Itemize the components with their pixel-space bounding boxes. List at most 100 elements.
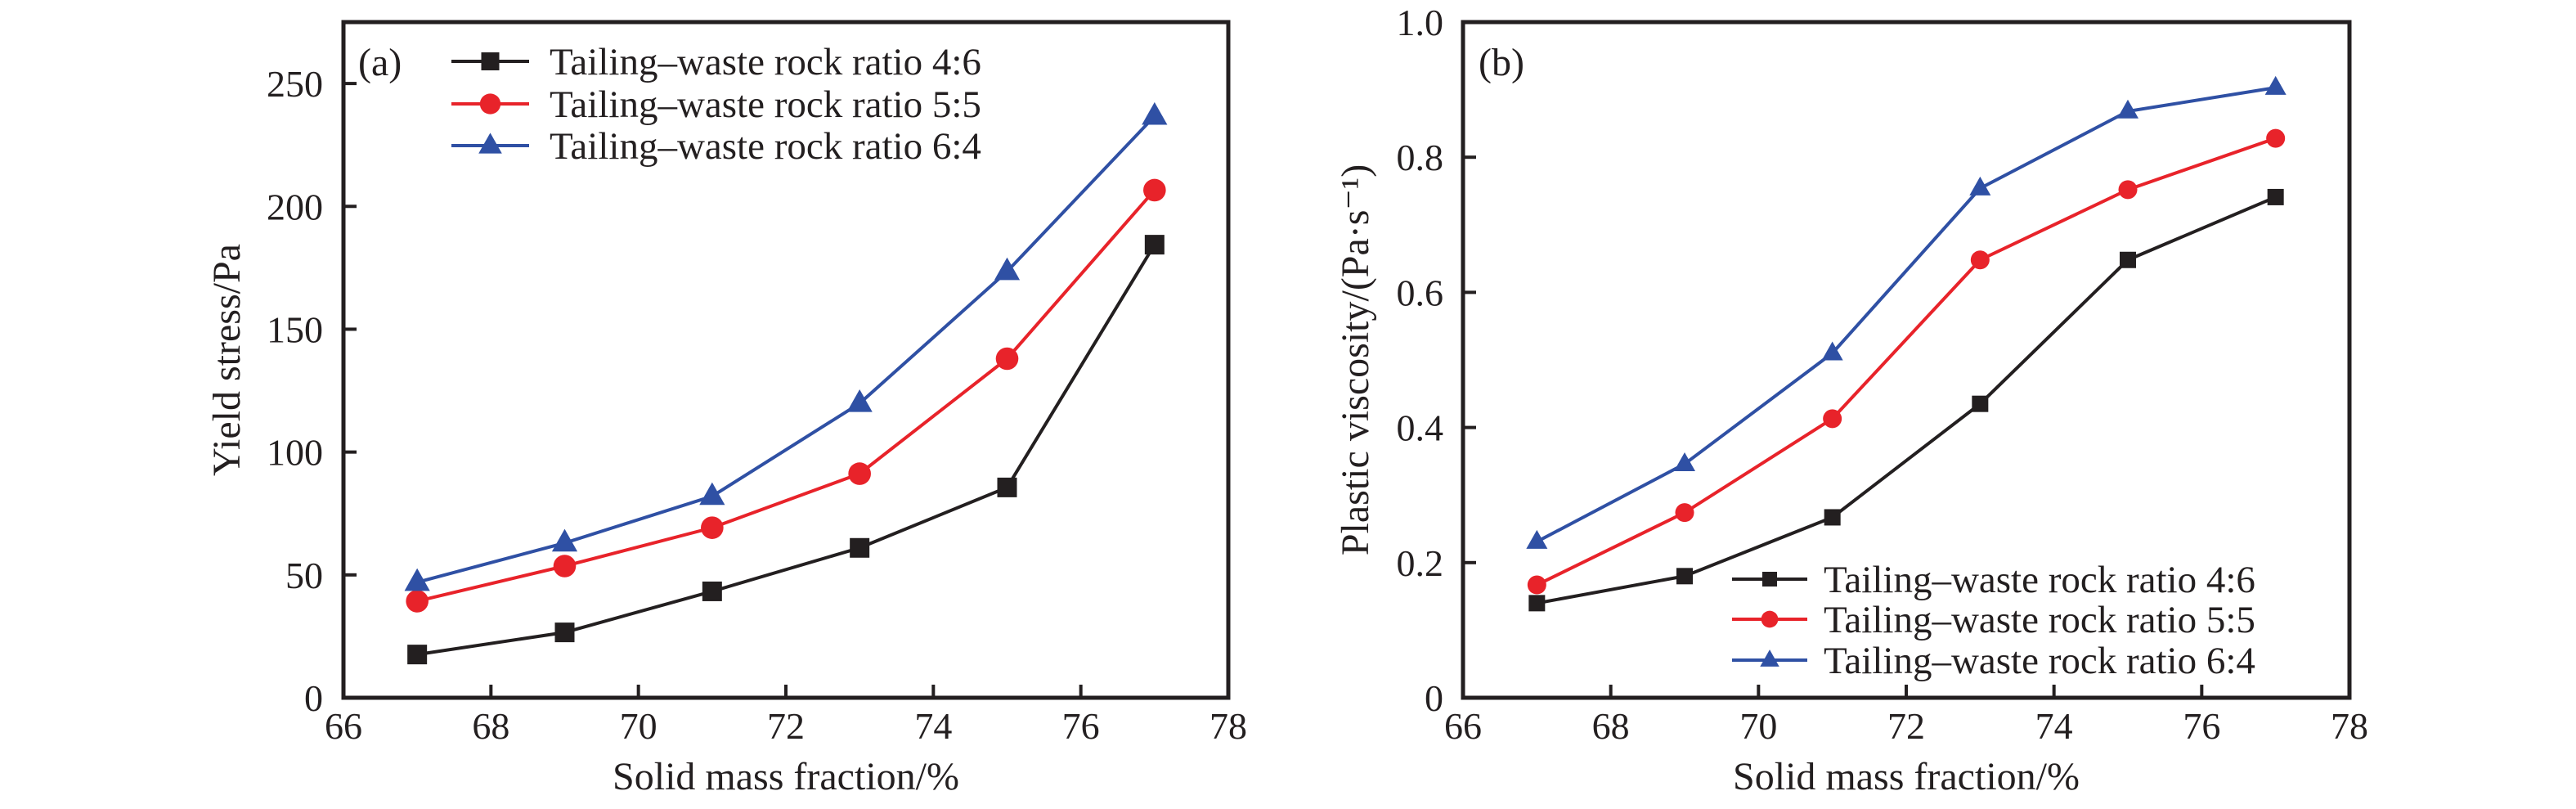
x-tick-label: 66	[325, 705, 362, 747]
data-point-circle	[701, 516, 724, 539]
legend-marker-circle	[1761, 610, 1779, 628]
data-point-square	[2120, 251, 2136, 268]
y-axis-title: Yield stress/Pa	[205, 244, 249, 476]
series-line	[1536, 86, 2276, 543]
y-tick-label: 1.0	[1397, 2, 1444, 43]
x-tick-label: 72	[1887, 705, 1925, 747]
legend-label: Tailing–waste rock ratio 5:5	[1824, 599, 2255, 641]
y-tick-label: 50	[285, 555, 323, 596]
data-point-square	[407, 645, 428, 665]
data-point-circle	[848, 462, 871, 485]
x-tick-label: 68	[472, 705, 509, 747]
panel-label: (a)	[358, 41, 402, 84]
legend-marker-square	[1762, 572, 1777, 587]
legend-label: Tailing–waste rock ratio 6:4	[550, 125, 981, 168]
data-point-circle	[406, 590, 429, 613]
data-point-square	[850, 537, 870, 558]
data-point-triangle	[2264, 75, 2287, 95]
legend-label: Tailing–waste rock ratio 6:4	[1824, 640, 2255, 682]
data-point-square	[554, 622, 575, 643]
data-point-triangle	[1142, 101, 1168, 125]
legend-entry: Tailing–waste rock ratio 5:5	[1732, 599, 2255, 641]
data-point-triangle	[2117, 99, 2138, 119]
y-tick-label: 100	[267, 432, 323, 474]
x-tick-label: 70	[1739, 705, 1777, 747]
y-tick-label: 0.8	[1397, 137, 1444, 178]
data-point-circle	[1527, 575, 1546, 595]
data-point-triangle	[404, 568, 430, 591]
data-point-triangle	[1821, 341, 1843, 361]
y-tick-label: 0.6	[1397, 272, 1444, 313]
chart-panel-a: 66 68 70 72 74 76 78 0 50 100 150 200 250 Solid mass …	[205, 20, 1247, 798]
legend-entry: Tailing–waste rock ratio 6:4	[1732, 640, 2255, 682]
legend-entry: Tailing–waste rock ratio 6:4	[451, 125, 981, 168]
y-tick-label: 0	[1425, 677, 1443, 719]
x-tick-label: 66	[1444, 705, 1482, 747]
data-point-circle	[2266, 128, 2286, 148]
series-ratio-5-5	[406, 178, 1166, 613]
data-point-circle	[1823, 409, 1842, 429]
data-point-square	[997, 477, 1017, 497]
data-point-triangle	[1969, 176, 1991, 196]
data-point-square	[1528, 595, 1546, 612]
panel-label: (b)	[1479, 41, 1524, 84]
chart-panel-b: 66 68 70 72 74 76 78 0 0.2 0.4 0.6 0.8 1.0 Solid mass…	[1334, 2, 2368, 798]
data-point-triangle	[994, 257, 1021, 281]
data-point-triangle	[846, 389, 873, 412]
legend-marker-square	[481, 52, 500, 70]
legend-label: Tailing–waste rock ratio 5:5	[550, 83, 981, 126]
legend-entry: Tailing–waste rock ratio 5:5	[451, 83, 981, 126]
x-tick-label: 78	[1209, 705, 1247, 747]
data-point-circle	[2118, 180, 2138, 200]
legend-marker-triangle	[1760, 649, 1779, 667]
x-tick-label: 70	[620, 705, 657, 747]
data-point-triangle	[1674, 452, 1695, 471]
data-point-triangle	[1526, 529, 1548, 549]
data-point-square	[2267, 188, 2284, 205]
y-tick-label: 150	[267, 308, 323, 350]
series-ratio-6-4	[1526, 75, 2287, 549]
legend-marker-triangle	[478, 133, 502, 154]
y-tick-label: 250	[267, 63, 323, 105]
data-point-circle	[1970, 250, 1990, 270]
data-point-circle	[1143, 178, 1166, 202]
series-line	[1536, 137, 2277, 587]
series-ratio-5-5	[1527, 128, 2286, 595]
y-axis-title: Plastic viscosity/(Pa·s⁻¹)	[1334, 164, 1377, 555]
series-line	[1536, 196, 2277, 605]
x-tick-label: 76	[2183, 705, 2220, 747]
x-tick-label: 74	[914, 705, 952, 747]
data-point-circle	[553, 555, 577, 578]
series-ratio-4-6	[407, 235, 1165, 665]
legend-entry: Tailing–waste rock ratio 4:6	[1732, 559, 2255, 601]
y-tick-label: 0.2	[1397, 542, 1444, 584]
y-tick-label: 0	[304, 677, 323, 719]
x-axis-title: Solid mass fraction/%	[613, 755, 959, 798]
data-point-square	[702, 581, 722, 601]
series-line	[416, 189, 1156, 603]
data-point-triangle	[551, 528, 578, 552]
legend-entry: Tailing–waste rock ratio 4:6	[451, 41, 981, 83]
data-point-square	[1824, 509, 1841, 526]
legend-label: Tailing–waste rock ratio 4:6	[550, 41, 981, 83]
y-tick-label: 200	[267, 186, 323, 227]
data-point-circle	[995, 347, 1019, 371]
data-point-square	[1144, 235, 1165, 255]
series-line	[416, 115, 1156, 584]
series-line	[416, 244, 1156, 657]
x-tick-label: 76	[1062, 705, 1100, 747]
data-point-square	[1972, 395, 1989, 412]
data-point-circle	[1675, 503, 1694, 523]
x-tick-label: 68	[1592, 705, 1630, 747]
y-tick-label: 0.4	[1397, 407, 1444, 449]
x-tick-label: 78	[2331, 705, 2368, 747]
x-axis-title: Solid mass fraction/%	[1733, 755, 2080, 798]
series-ratio-6-4	[404, 101, 1168, 591]
data-point-triangle	[699, 482, 725, 506]
series-ratio-4-6	[1528, 188, 2284, 612]
data-point-square	[1676, 568, 1693, 585]
legend-marker-circle	[479, 93, 501, 115]
x-tick-label: 74	[2035, 705, 2073, 747]
x-tick-label: 72	[767, 705, 805, 747]
